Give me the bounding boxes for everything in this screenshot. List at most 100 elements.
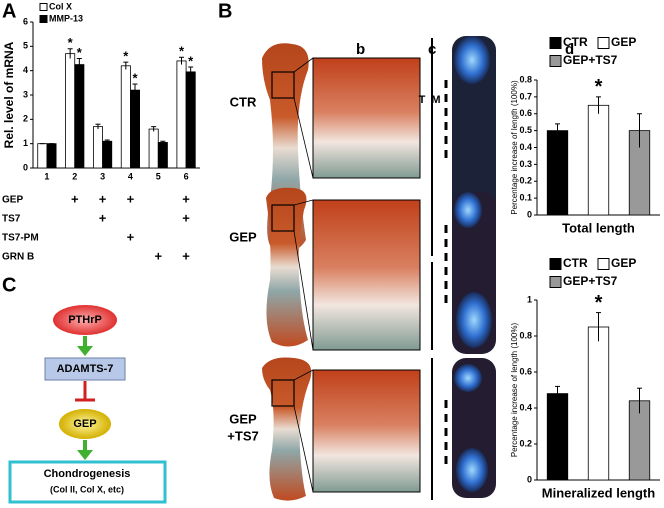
bar xyxy=(102,140,113,169)
zoom-image xyxy=(312,57,421,179)
node xyxy=(59,409,111,439)
y-tick-label: 6 xyxy=(23,16,28,26)
y-tick-label: 0.8 xyxy=(519,330,532,340)
node-label: Chondrogenesis xyxy=(44,468,131,480)
annotation: * xyxy=(132,70,138,85)
x-tick-label: 6 xyxy=(184,171,189,181)
y-axis-label: Percentage increase of length (100%) xyxy=(510,80,519,215)
y-tick-label: 0.3 xyxy=(519,159,532,169)
legend-label: Col X xyxy=(49,1,72,11)
node-label: ADAMTS-7 xyxy=(57,363,114,375)
node xyxy=(8,460,167,504)
zoom-image xyxy=(312,199,421,351)
x-tick-label: 4 xyxy=(128,171,133,181)
bar xyxy=(74,64,85,169)
panel-label: C xyxy=(2,274,16,296)
treatment-mark: + xyxy=(154,248,162,263)
y-tick-label: 0.2 xyxy=(519,176,532,186)
legend-label: GEP xyxy=(611,35,636,49)
annotation: * xyxy=(595,76,603,98)
x-tick-label: 1 xyxy=(44,171,49,181)
legend-label: CTR xyxy=(563,256,588,270)
treatment-mark: + xyxy=(71,191,79,206)
row-label: +TS7 xyxy=(227,428,258,443)
y-tick-label: 1 xyxy=(527,294,532,304)
row-label: CTR xyxy=(230,94,257,109)
y-tick-label: 0.6 xyxy=(519,108,532,118)
x-tick-label: 3 xyxy=(100,171,105,181)
y-tick-label: 5 xyxy=(23,41,28,51)
legend-label: CTR xyxy=(563,35,588,49)
annotation: * xyxy=(68,35,74,50)
node xyxy=(44,357,126,381)
node xyxy=(53,305,117,335)
bar xyxy=(185,71,196,169)
bar xyxy=(546,130,569,216)
subpanel-label: b xyxy=(356,41,365,58)
legend-swatch xyxy=(549,276,562,288)
legend-swatch xyxy=(549,55,562,67)
x-axis-label: Total length xyxy=(562,220,635,235)
y-tick-label: 3 xyxy=(23,89,28,99)
bar xyxy=(148,128,159,169)
bar xyxy=(587,326,610,481)
y-tick-label: 0.6 xyxy=(519,366,532,376)
y-tick-label: 0 xyxy=(527,209,532,219)
bar xyxy=(37,143,48,169)
x-tick-label: 2 xyxy=(72,171,77,181)
zone-label: T xyxy=(419,94,426,106)
y-tick-label: 0.5 xyxy=(519,125,532,135)
legend-label: GEP xyxy=(611,256,636,270)
y-tick-label: 0.8 xyxy=(519,74,532,84)
legend-label: GEP+TS7 xyxy=(563,274,618,288)
y-tick-label: 0 xyxy=(527,474,532,484)
panel-label: B xyxy=(218,0,232,22)
treatment-mark: + xyxy=(99,210,107,225)
legend-swatch xyxy=(549,258,562,270)
row-label: TS7 xyxy=(2,214,21,225)
bar xyxy=(92,126,103,169)
treatment-mark: + xyxy=(182,191,190,206)
y-tick-label: 0.7 xyxy=(519,91,532,101)
y-axis-label: Rel. level of mRNA xyxy=(2,41,16,148)
zoom-box xyxy=(271,204,295,232)
histology-images xyxy=(262,36,496,501)
legend-swatch xyxy=(39,15,48,23)
y-tick-label: 4 xyxy=(23,65,28,75)
y-tick-label: 0 xyxy=(23,162,28,172)
bar xyxy=(65,53,76,169)
row-label: GEP xyxy=(229,411,257,426)
bone-section xyxy=(262,357,312,501)
y-tick-label: 0.1 xyxy=(519,193,532,203)
x-tick-label: 5 xyxy=(156,171,161,181)
treatment-mark: + xyxy=(182,210,190,225)
treatment-mark: + xyxy=(182,248,190,263)
row-label: GEP xyxy=(2,195,23,206)
annotation: * xyxy=(179,44,185,59)
bar xyxy=(120,65,131,169)
annotation: * xyxy=(123,49,129,64)
zone-label: M xyxy=(431,94,440,106)
node-sublabel: (Col II, Col X, etc) xyxy=(50,484,124,494)
row-label: GEP xyxy=(229,229,257,244)
row-label: TS7-PM xyxy=(2,233,39,244)
annotation: * xyxy=(77,45,83,60)
y-tick-label: 0.2 xyxy=(519,438,532,448)
y-tick-label: 1 xyxy=(23,138,28,148)
pathway xyxy=(8,305,167,504)
node-label: GEP xyxy=(73,418,96,430)
bar xyxy=(157,142,168,169)
legend-label: MMP-13 xyxy=(49,13,83,23)
bar xyxy=(46,143,57,169)
zoom-box xyxy=(271,379,295,407)
zoom-box xyxy=(271,71,295,99)
row-label: GRN B xyxy=(2,252,34,263)
treatment-mark: + xyxy=(127,229,135,244)
bar xyxy=(546,393,569,481)
bar xyxy=(587,104,610,216)
y-axis-label: Percentage increase of length (100%) xyxy=(510,323,519,458)
treatment-mark: + xyxy=(127,191,135,206)
node-label: PTHrP xyxy=(68,314,102,326)
y-tick-label: 2 xyxy=(23,114,28,124)
